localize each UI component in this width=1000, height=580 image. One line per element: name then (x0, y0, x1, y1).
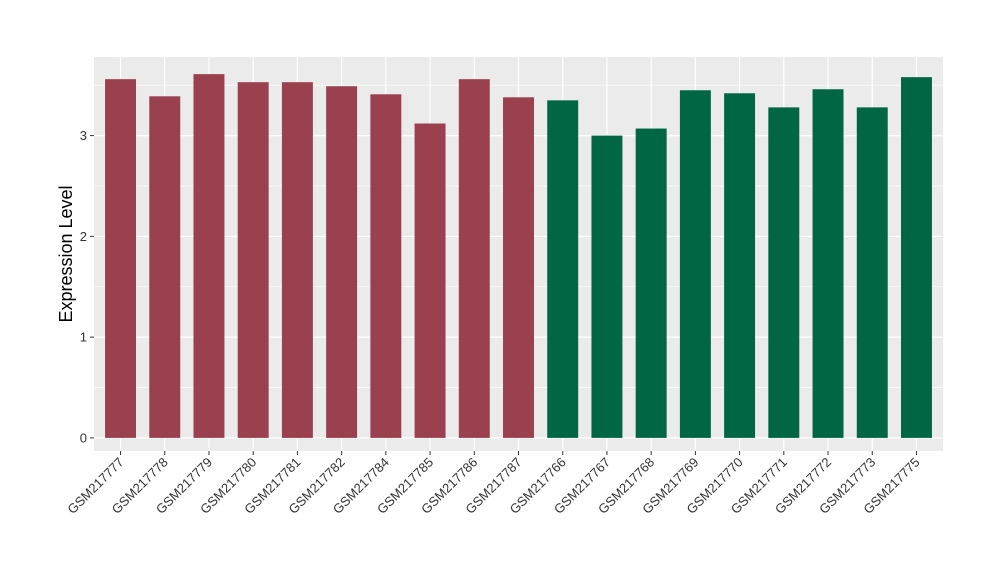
bar-GSM217785 (414, 123, 446, 438)
bar-GSM217773 (856, 107, 888, 438)
y-tick-label: 0 (80, 430, 87, 445)
bar-GSM217770 (724, 93, 756, 438)
bar-GSM217786 (458, 79, 490, 438)
bar-GSM217767 (591, 135, 623, 438)
bar-GSM217775 (900, 77, 932, 438)
bars (105, 74, 932, 438)
bar-GSM217769 (679, 90, 711, 438)
bar-GSM217782 (326, 86, 358, 438)
bar-GSM217779 (193, 74, 225, 438)
bar-GSM217787 (503, 97, 534, 438)
bar-GSM217771 (768, 107, 800, 438)
y-tick-label: 2 (80, 229, 87, 244)
bar-GSM217777 (105, 79, 137, 438)
y-axis: 0 1 2 3 (80, 128, 94, 445)
bar-GSM217772 (812, 89, 844, 438)
bar-GSM217766 (547, 100, 579, 438)
y-tick-label: 3 (80, 128, 87, 143)
y-tick-label: 1 (80, 330, 87, 345)
bar-GSM217781 (281, 82, 313, 438)
bar-GSM217784 (370, 94, 402, 438)
bar-GSM217778 (149, 96, 181, 438)
x-axis: GSM217777GSM217778GSM217779GSM217780GSM2… (64, 451, 923, 517)
bar-GSM217780 (237, 82, 269, 438)
y-axis-title: Expression Level (56, 185, 76, 322)
bar-GSM217768 (635, 128, 667, 438)
